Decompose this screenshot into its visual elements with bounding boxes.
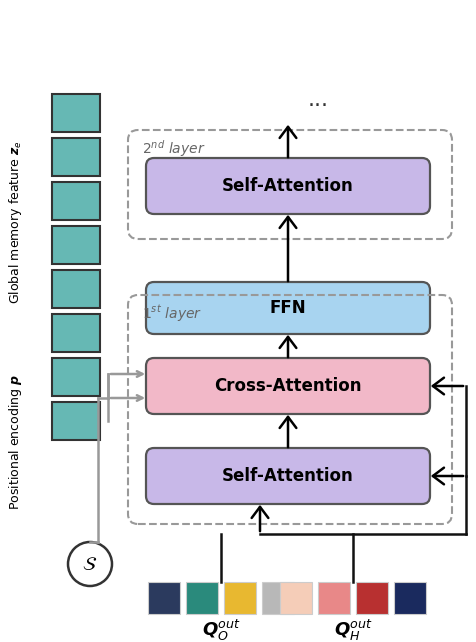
Bar xyxy=(52,314,100,352)
FancyBboxPatch shape xyxy=(146,158,430,214)
Bar xyxy=(52,358,100,396)
Text: Self-Attention: Self-Attention xyxy=(222,467,354,485)
Text: Positional encoding $\boldsymbol{p}$: Positional encoding $\boldsymbol{p}$ xyxy=(8,374,24,510)
Bar xyxy=(356,582,388,614)
Text: Self-Attention: Self-Attention xyxy=(222,177,354,195)
Bar xyxy=(262,582,294,614)
Bar xyxy=(52,182,100,220)
Circle shape xyxy=(68,542,112,586)
Text: $1^{st}$ layer: $1^{st}$ layer xyxy=(142,303,202,324)
Bar xyxy=(224,582,256,614)
Text: $2^{nd}$ layer: $2^{nd}$ layer xyxy=(142,138,206,159)
Bar xyxy=(52,226,100,264)
Bar xyxy=(280,582,312,614)
FancyBboxPatch shape xyxy=(146,358,430,414)
Bar xyxy=(52,270,100,308)
FancyBboxPatch shape xyxy=(146,448,430,504)
Bar xyxy=(148,582,180,614)
Bar xyxy=(52,402,100,440)
Text: ...: ... xyxy=(307,90,328,110)
FancyBboxPatch shape xyxy=(146,282,430,334)
Bar xyxy=(52,94,100,132)
Bar xyxy=(318,582,350,614)
Bar xyxy=(186,582,218,614)
Text: Cross-Attention: Cross-Attention xyxy=(214,377,362,395)
Text: $\boldsymbol{Q}_O^{out}$: $\boldsymbol{Q}_O^{out}$ xyxy=(202,618,240,642)
Text: Global memory feature $\boldsymbol{z}_e$: Global memory feature $\boldsymbol{z}_e$ xyxy=(8,140,24,304)
Bar xyxy=(52,138,100,176)
Text: $\boldsymbol{Q}_H^{out}$: $\boldsymbol{Q}_H^{out}$ xyxy=(334,618,372,642)
Text: $\mathcal{S}$: $\mathcal{S}$ xyxy=(82,555,98,573)
Text: FFN: FFN xyxy=(270,299,307,317)
Bar xyxy=(394,582,426,614)
